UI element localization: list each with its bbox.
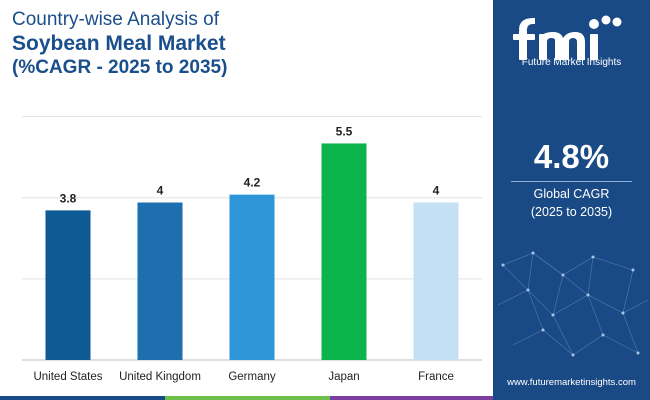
x-tick-label: United States	[33, 371, 102, 383]
bar-value-label: 3.8	[60, 191, 77, 205]
global-cagr-label: Global CAGR	[533, 187, 610, 201]
bottom-color-strip	[0, 396, 493, 400]
bar	[413, 202, 459, 360]
x-tick-label: United Kingdom	[119, 371, 201, 383]
global-cagr-value: 4.8%	[533, 138, 610, 175]
strip-segment-purple	[330, 396, 493, 400]
bar	[321, 143, 367, 360]
logo-text: Future Market Insights	[521, 57, 622, 68]
bar-value-label: 4	[433, 184, 440, 198]
x-tick-label: Germany	[228, 371, 276, 383]
bar-value-label: 4	[157, 184, 164, 198]
title-line-2: Soybean Meal Market	[12, 32, 226, 55]
bar	[45, 210, 91, 360]
fmi-logo-icon	[513, 15, 622, 60]
global-cagr-period: (2025 to 2035)	[530, 205, 613, 219]
title-line-3: (%CAGR - 2025 to 2035)	[12, 57, 228, 78]
bar-value-label: 4.2	[244, 176, 261, 190]
strip-segment-green	[165, 396, 330, 400]
title-line-1: Country-wise Analysis of	[12, 9, 219, 30]
bar-value-label: 5.5	[336, 124, 353, 138]
x-tick-label: Japan	[328, 371, 359, 383]
side-panel: Future Market Insights 4.8% Global CAGR …	[493, 0, 650, 400]
bar-chart: 3.8 United States 4 United Kingdom 4.2 German…	[22, 116, 482, 383]
strip-segment-blue	[0, 396, 165, 400]
website-url: www.futuremarketinsights.com	[507, 377, 636, 388]
bars	[45, 143, 459, 360]
chart-title-block: Country-wise Analysis of Soybean Meal Ma…	[12, 8, 227, 80]
labels: 3.8 United States 4 United Kingdom 4.2 German…	[33, 124, 453, 383]
bar	[137, 202, 183, 360]
cagr-divider	[511, 181, 632, 182]
x-tick-label: France	[418, 371, 454, 383]
network-decoration-icon	[497, 251, 649, 357]
bar	[229, 194, 275, 360]
